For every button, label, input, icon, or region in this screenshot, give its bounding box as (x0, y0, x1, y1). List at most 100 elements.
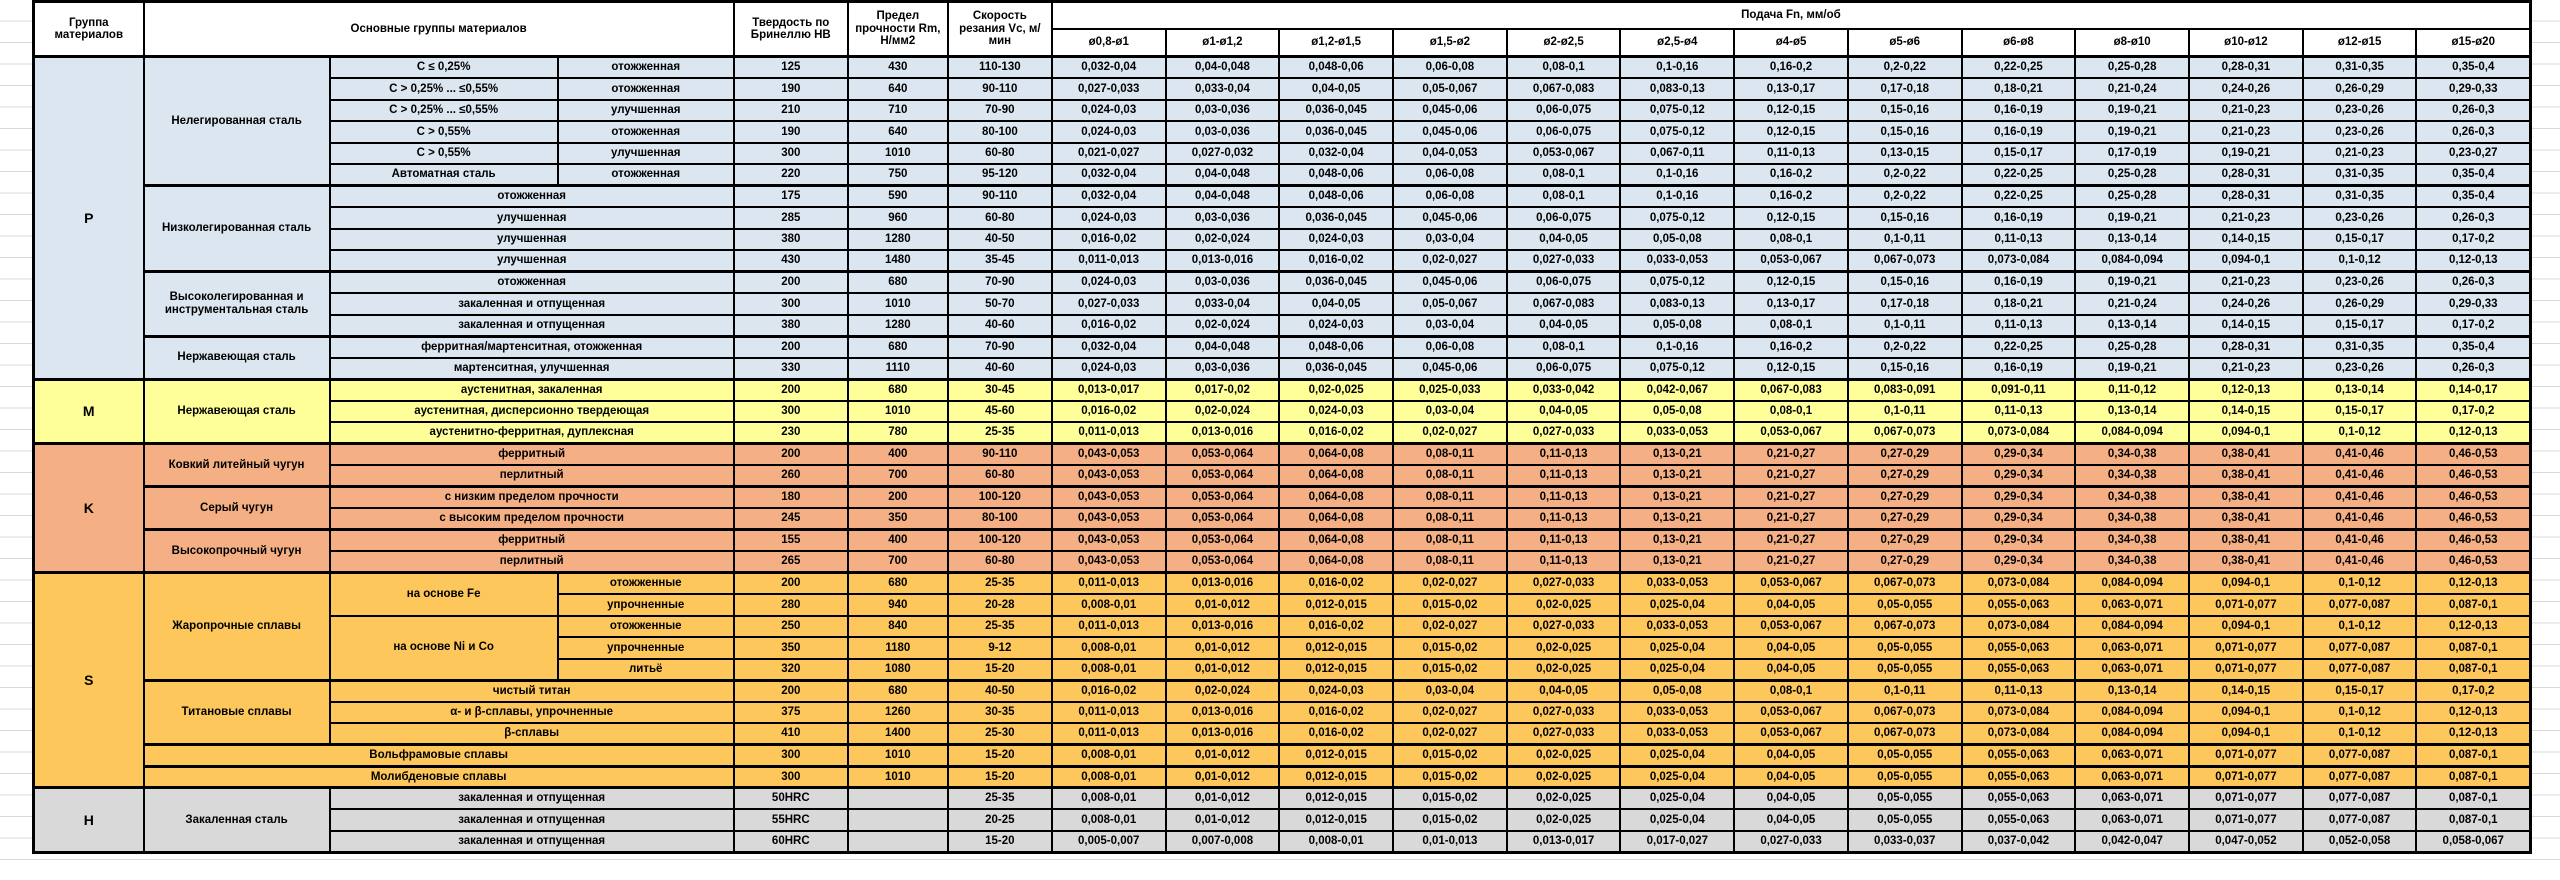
feed-value-cell[interactable]: 0,008-0,01 (1050, 786, 1167, 810)
feed-value-cell[interactable]: 0,34-0,38 (2074, 507, 2191, 531)
feed-value-cell[interactable]: 0,083-0,13 (1619, 292, 1736, 316)
feed-value-cell[interactable]: 0,23-0,26 (2301, 356, 2418, 380)
feed-value-cell[interactable]: 0,02-0,024 (1164, 227, 1281, 251)
feed-value-cell[interactable]: 0,025-0,04 (1619, 786, 1736, 810)
feed-value-cell[interactable]: 0,024-0,03 (1278, 313, 1395, 337)
hardness-cell[interactable]: 380 (732, 313, 849, 337)
feed-value-cell[interactable]: 0,04-0,05 (1505, 399, 1622, 423)
feed-value-cell[interactable]: 0,01-0,012 (1164, 636, 1281, 660)
feed-value-cell[interactable]: 0,05-0,08 (1619, 313, 1736, 337)
feed-value-cell[interactable]: 0,12-0,13 (2415, 249, 2532, 273)
feed-value-cell[interactable]: 0,012-0,015 (1278, 657, 1395, 681)
material-subgroup-cell[interactable]: Автоматная сталь (328, 163, 559, 187)
feed-value-cell[interactable]: 0,073-0,084 (1960, 722, 2077, 746)
material-subgroup-cell[interactable]: C > 0,55% (328, 141, 559, 165)
feed-value-cell[interactable]: 0,04-0,053 (1392, 141, 1508, 165)
header-tensile-strength[interactable]: Предел прочности Rm, Н/мм2 (846, 0, 949, 58)
cutting-speed-cell[interactable]: 40-50 (946, 678, 1053, 703)
material-family-cell[interactable]: Высокопрочный чугун (142, 528, 331, 574)
diameter-header[interactable]: ø4-ø5 (1733, 27, 1849, 58)
feed-value-cell[interactable]: 0,077-0,087 (2301, 657, 2418, 681)
strength-cell[interactable]: 1260 (846, 700, 949, 724)
treatment-cell[interactable]: перлитный (328, 550, 735, 574)
diameter-header[interactable]: ø8-ø10 (2074, 27, 2191, 58)
feed-value-cell[interactable]: 0,13-0,21 (1619, 550, 1736, 574)
feed-value-cell[interactable]: 0,067-0,11 (1619, 141, 1736, 165)
treatment-cell[interactable]: Молибденовые сплавы (142, 764, 735, 789)
feed-value-cell[interactable]: 0,16-0,19 (1960, 120, 2077, 144)
feed-value-cell[interactable]: 0,06-0,075 (1505, 120, 1622, 144)
feed-value-cell[interactable]: 0,055-0,063 (1960, 786, 2077, 810)
feed-value-cell[interactable]: 0,084-0,094 (2074, 722, 2191, 746)
feed-value-cell[interactable]: 0,1-0,16 (1619, 334, 1736, 359)
cutting-speed-cell[interactable]: 25-35 (946, 421, 1053, 445)
feed-value-cell[interactable]: 0,071-0,077 (2188, 764, 2304, 789)
treatment-cell[interactable]: отожженная (556, 55, 735, 79)
treatment-cell[interactable]: α- и β-сплавы, упрочненные (328, 700, 735, 724)
feed-value-cell[interactable]: 0,008-0,01 (1050, 636, 1167, 660)
feed-value-cell[interactable]: 0,19-0,21 (2074, 270, 2191, 294)
feed-value-cell[interactable]: 0,02-0,027 (1392, 571, 1508, 595)
cutting-speed-cell[interactable]: 100-120 (946, 528, 1053, 552)
feed-value-cell[interactable]: 0,008-0,01 (1050, 657, 1167, 681)
cutting-speed-cell[interactable]: 60-80 (946, 550, 1053, 574)
feed-value-cell[interactable]: 0,12-0,13 (2415, 700, 2532, 724)
strength-cell[interactable]: 680 (846, 377, 949, 402)
feed-value-cell[interactable]: 0,1-0,11 (1846, 678, 1963, 703)
feed-value-cell[interactable]: 0,13-0,21 (1619, 485, 1736, 509)
treatment-cell[interactable]: с низким пределом прочности (328, 485, 735, 509)
treatment-cell[interactable]: отожженная (556, 77, 735, 101)
feed-value-cell[interactable]: 0,011-0,013 (1050, 614, 1167, 638)
diameter-header[interactable]: ø1,2-ø1,5 (1278, 27, 1395, 58)
treatment-cell[interactable]: улучшенная (328, 249, 735, 273)
feed-value-cell[interactable]: 0,033-0,053 (1619, 614, 1736, 638)
feed-value-cell[interactable]: 0,016-0,02 (1050, 313, 1167, 337)
treatment-cell[interactable]: перлитный (328, 464, 735, 488)
feed-value-cell[interactable]: 0,29-0,34 (1960, 507, 2077, 531)
feed-value-cell[interactable]: 0,1-0,16 (1619, 55, 1736, 79)
feed-value-cell[interactable]: 0,17-0,2 (2415, 313, 2532, 337)
feed-value-cell[interactable]: 0,077-0,087 (2301, 743, 2418, 767)
strength-cell[interactable]: 1480 (846, 249, 949, 273)
feed-value-cell[interactable]: 0,28-0,31 (2188, 184, 2304, 208)
feed-value-cell[interactable]: 0,11-0,13 (1505, 507, 1622, 531)
feed-value-cell[interactable]: 0,15-0,16 (1846, 98, 1963, 122)
feed-value-cell[interactable]: 0,067-0,083 (1505, 77, 1622, 101)
treatment-cell[interactable]: отожженная (556, 163, 735, 187)
feed-value-cell[interactable]: 0,23-0,26 (2301, 270, 2418, 294)
feed-value-cell[interactable]: 0,16-0,19 (1960, 356, 2077, 380)
feed-value-cell[interactable]: 0,067-0,073 (1846, 700, 1963, 724)
feed-value-cell[interactable]: 0,46-0,53 (2415, 485, 2532, 509)
strength-cell[interactable]: 840 (846, 614, 949, 638)
feed-value-cell[interactable]: 0,015-0,02 (1392, 593, 1508, 617)
feed-value-cell[interactable]: 0,04-0,05 (1733, 764, 1849, 789)
feed-value-cell[interactable]: 0,075-0,12 (1619, 206, 1736, 230)
feed-value-cell[interactable]: 0,05-0,08 (1619, 227, 1736, 251)
feed-value-cell[interactable]: 0,063-0,071 (2074, 636, 2191, 660)
feed-value-cell[interactable]: 0,03-0,036 (1164, 356, 1281, 380)
feed-value-cell[interactable]: 0,15-0,17 (2301, 399, 2418, 423)
treatment-cell[interactable]: улучшенная (556, 141, 735, 165)
feed-value-cell[interactable]: 0,31-0,35 (2301, 55, 2418, 79)
hardness-cell[interactable]: 200 (732, 678, 849, 703)
diameter-header[interactable]: ø6-ø8 (1960, 27, 2077, 58)
feed-value-cell[interactable]: 0,027-0,033 (1050, 77, 1167, 101)
feed-value-cell[interactable]: 0,083-0,13 (1619, 77, 1736, 101)
feed-value-cell[interactable]: 0,1-0,12 (2301, 722, 2418, 746)
material-subgroup-cell[interactable]: C ≤ 0,25% (328, 55, 559, 79)
feed-value-cell[interactable]: 0,08-0,1 (1505, 184, 1622, 208)
feed-value-cell[interactable]: 0,011-0,013 (1050, 571, 1167, 595)
feed-value-cell[interactable]: 0,005-0,007 (1050, 829, 1167, 853)
feed-value-cell[interactable]: 0,036-0,045 (1278, 98, 1395, 122)
feed-value-cell[interactable]: 0,077-0,087 (2301, 808, 2418, 832)
feed-value-cell[interactable]: 0,087-0,1 (2415, 593, 2532, 617)
feed-value-cell[interactable]: 0,043-0,053 (1050, 485, 1167, 509)
hardness-cell[interactable]: 300 (732, 764, 849, 789)
feed-value-cell[interactable]: 0,071-0,077 (2188, 808, 2304, 832)
feed-value-cell[interactable]: 0,084-0,094 (2074, 421, 2191, 445)
strength-cell[interactable]: 430 (846, 55, 949, 79)
feed-value-cell[interactable]: 0,053-0,064 (1164, 442, 1281, 466)
feed-value-cell[interactable]: 0,084-0,094 (2074, 571, 2191, 595)
material-subgroup-cell[interactable]: на основе Fe (328, 571, 559, 617)
feed-value-cell[interactable]: 0,26-0,3 (2415, 120, 2532, 144)
